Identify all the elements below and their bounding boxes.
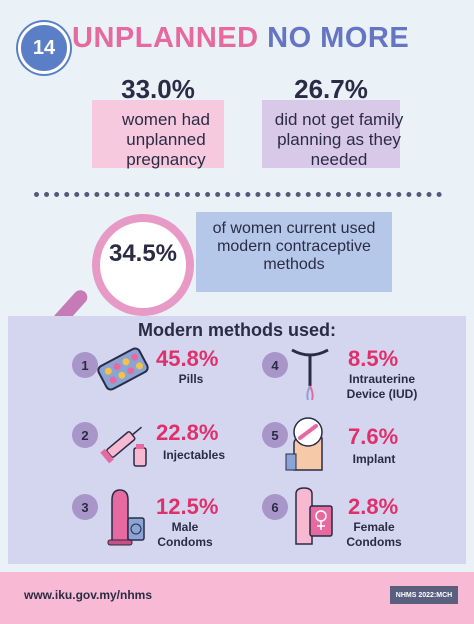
methods-title: Modern methods used: (137, 320, 336, 340)
method-percent-pills: 45.8% (156, 346, 219, 371)
dotted-divider (34, 192, 442, 197)
method-percent-female-condoms: 2.8% (348, 494, 399, 519)
pill-pack-icon (96, 346, 150, 392)
method-percent-iud: 8.5% (348, 346, 399, 371)
stat-value-family-planning: 26.7% (294, 74, 368, 104)
method-label-male-condoms: Male Condoms (157, 520, 213, 549)
section-number: 14 (32, 36, 56, 59)
method-label-implant: Implant (352, 452, 396, 466)
implant-icon (284, 414, 332, 472)
method-number-6: 6 (262, 494, 288, 520)
method-percent-male-condoms: 12.5% (156, 494, 219, 519)
stat-desc-unplanned: women had unplanned pregnancy (122, 110, 210, 169)
female-condom-icon (290, 484, 336, 548)
iud-icon (288, 342, 332, 400)
modern-use-value: 34.5% (108, 240, 178, 267)
title-part-1: UNPLANNED (72, 22, 259, 54)
section-number-badge: 14 (18, 22, 70, 74)
method-number-2: 2 (72, 422, 98, 448)
stat-box-unplanned (92, 100, 224, 168)
syringe-icon (96, 418, 150, 470)
magnifier-icon (92, 214, 194, 316)
method-label-iud: Intrauterine Device (IUD) (346, 372, 418, 401)
title-part-2: NO MORE (267, 22, 410, 54)
page-title: UNPLANNED NO MORE (72, 22, 409, 55)
stat-box-family-planning (262, 100, 400, 168)
nhms-badge: NHMS 2022:MCH (390, 586, 458, 604)
modern-use-desc: of women current used modern contracepti… (212, 220, 376, 273)
method-label-pills: Pills (178, 372, 204, 386)
method-percent-implant: 7.6% (348, 424, 399, 449)
method-number-5: 5 (262, 422, 288, 448)
footer-url: www.iku.gov.my/nhms (24, 588, 153, 602)
method-number-1: 1 (72, 352, 98, 378)
method-number-3: 3 (72, 494, 98, 520)
modern-use-box (196, 212, 392, 292)
stat-desc-family-planning: did not get family planning as they need… (274, 110, 404, 169)
method-percent-injectables: 22.8% (156, 420, 219, 445)
male-condom-icon (104, 486, 148, 548)
method-label-female-condoms: Female Condoms (346, 520, 402, 549)
method-label-injectables: Injectables (162, 448, 226, 462)
method-number-4: 4 (262, 352, 288, 378)
stat-value-unplanned: 33.0% (121, 74, 195, 104)
